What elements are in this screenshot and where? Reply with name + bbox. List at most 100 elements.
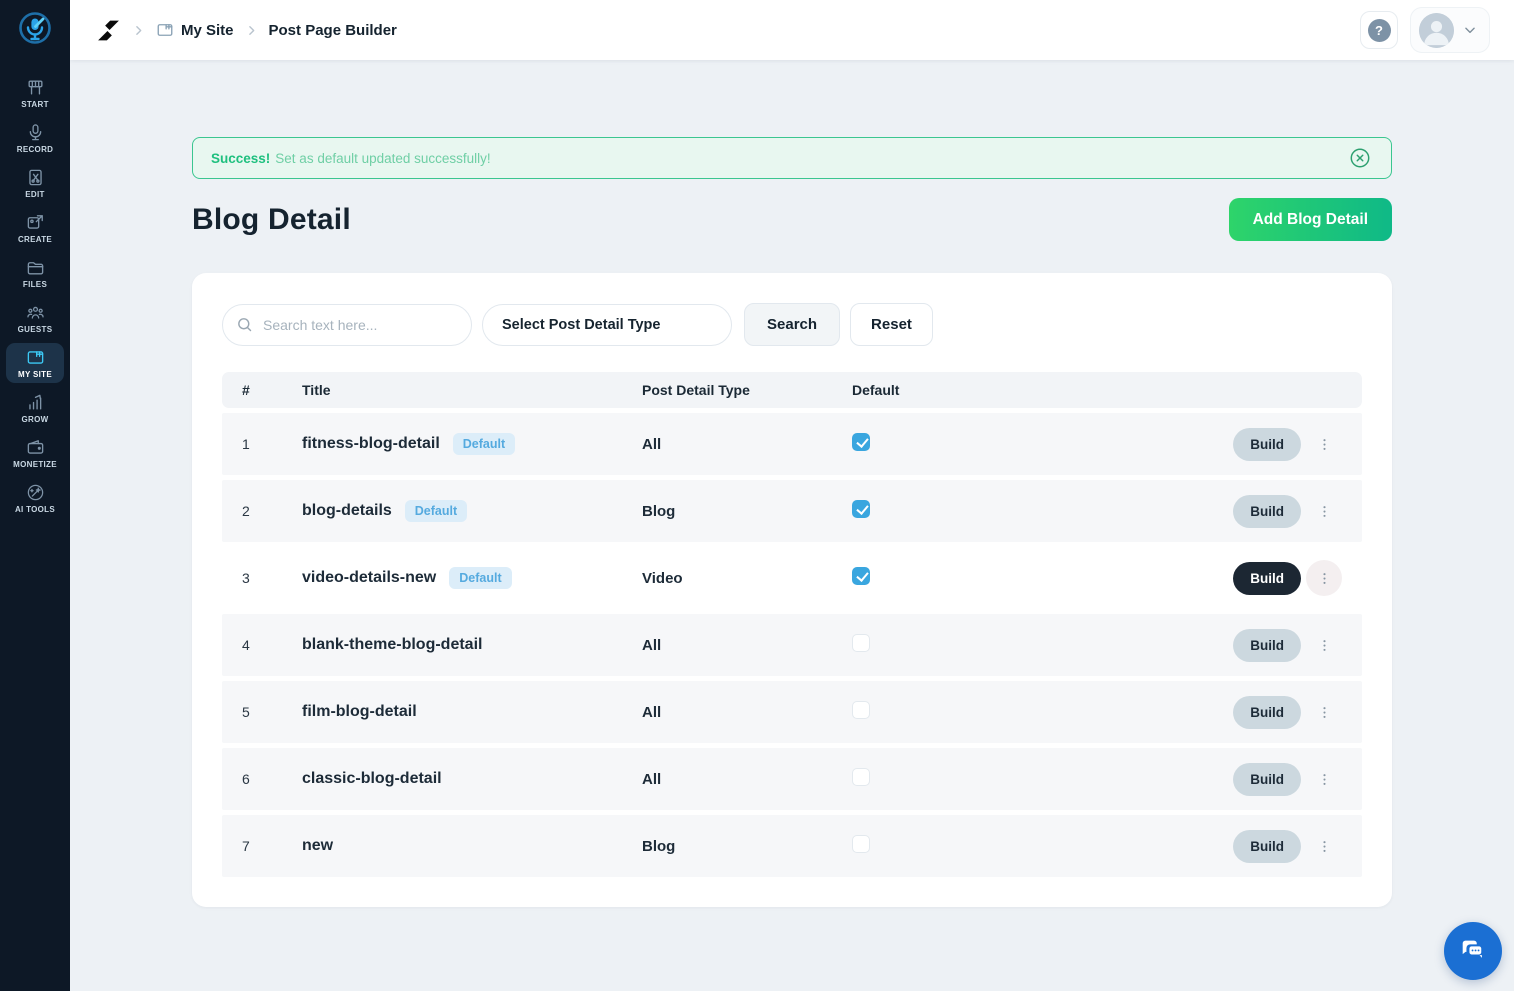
row-post-detail-type: All (642, 436, 852, 453)
sidebar-item-my-site[interactable]: MY SITE (6, 343, 64, 383)
default-badge: Default (453, 433, 515, 455)
build-button[interactable]: Build (1233, 763, 1301, 796)
build-button[interactable]: Build (1233, 495, 1301, 528)
blog-detail-panel: Select Post Detail Type Search Reset # T… (192, 273, 1392, 907)
sidebar: START RECORD EDIT CR (0, 0, 70, 991)
success-alert: Success! Set as default updated successf… (192, 137, 1392, 179)
app-logo[interactable] (0, 0, 70, 60)
chat-widget-button[interactable] (1444, 922, 1502, 980)
sidebar-item-create[interactable]: CREATE (6, 208, 64, 248)
build-button[interactable]: Build (1233, 428, 1301, 461)
row-title: classic-blog-detail (302, 770, 442, 788)
search-button[interactable]: Search (744, 303, 840, 346)
row-post-detail-type: Blog (642, 503, 852, 520)
build-button[interactable]: Build (1233, 696, 1301, 729)
row-title: film-blog-detail (302, 703, 417, 721)
alert-message: Set as default updated successfully! (275, 151, 490, 166)
select-value: Select Post Detail Type (502, 317, 660, 333)
default-checkbox[interactable] (852, 701, 870, 719)
sidebar-item-ai-tools[interactable]: AI TOOLS (6, 478, 64, 518)
sidebar-item-record[interactable]: RECORD (6, 118, 64, 158)
row-index: 2 (242, 503, 302, 519)
alert-title: Success! (211, 151, 270, 166)
kebab-menu-icon[interactable] (1306, 560, 1342, 596)
sidebar-item-guests[interactable]: GUESTS (6, 298, 64, 338)
main-area: Success! Set as default updated successf… (70, 60, 1514, 907)
table-row: 5 film-blog-detail All Build (222, 681, 1362, 743)
sidebar-item-label: START (21, 100, 49, 109)
scenes-icon (26, 78, 45, 97)
build-button[interactable]: Build (1233, 629, 1301, 662)
kebab-menu-icon[interactable] (1306, 627, 1342, 663)
row-index: 1 (242, 436, 302, 452)
sidebar-item-label: MONETIZE (13, 460, 57, 469)
table-row: 2 blog-details Default Blog Build (222, 480, 1362, 542)
table-row: 1 fitness-blog-detail Default All Build (222, 413, 1362, 475)
chevron-down-icon (1463, 23, 1477, 37)
guests-icon (26, 303, 45, 322)
table-header: # Title Post Detail Type Default (222, 372, 1362, 408)
chevron-right-icon (132, 24, 145, 37)
default-checkbox[interactable] (852, 433, 870, 451)
post-detail-type-select[interactable]: Select Post Detail Type (482, 304, 732, 346)
kebab-menu-icon[interactable] (1306, 694, 1342, 730)
row-title: video-details-new (302, 569, 436, 587)
top-header: My Site Post Page Builder ? (70, 0, 1514, 60)
default-checkbox[interactable] (852, 634, 870, 652)
sidebar-item-monetize[interactable]: MONETIZE (6, 433, 64, 473)
column-header-title: Title (302, 382, 642, 398)
create-icon (26, 213, 45, 232)
kebab-menu-icon[interactable] (1306, 828, 1342, 864)
website-icon (26, 348, 45, 367)
row-post-detail-type: Video (642, 570, 852, 587)
default-checkbox[interactable] (852, 835, 870, 853)
row-post-detail-type: All (642, 637, 852, 654)
chat-icon (1458, 934, 1488, 969)
search-field-wrap (222, 304, 472, 346)
row-title: blog-details (302, 502, 392, 520)
build-button[interactable]: Build (1233, 562, 1301, 595)
sidebar-item-label: AI TOOLS (15, 505, 55, 514)
files-icon (26, 258, 45, 277)
kebab-menu-icon[interactable] (1306, 493, 1342, 529)
sidebar-item-grow[interactable]: GROW (6, 388, 64, 428)
search-input[interactable] (222, 304, 472, 346)
header-actions: ? (1360, 7, 1490, 53)
edit-icon (26, 168, 45, 187)
help-button[interactable]: ? (1360, 11, 1398, 49)
breadcrumb-my-site[interactable]: My Site (156, 21, 234, 39)
blog-detail-table: # Title Post Detail Type Default 1 fitne… (222, 372, 1362, 877)
sidebar-item-edit[interactable]: EDIT (6, 163, 64, 203)
page-header: Blog Detail Add Blog Detail (192, 198, 1392, 241)
close-icon[interactable] (1349, 147, 1371, 169)
chevron-right-icon (245, 24, 258, 37)
add-blog-detail-button[interactable]: Add Blog Detail (1229, 198, 1392, 241)
build-button[interactable]: Build (1233, 830, 1301, 863)
microphone-icon (26, 123, 45, 142)
default-checkbox[interactable] (852, 500, 870, 518)
sidebar-item-files[interactable]: FILES (6, 253, 64, 293)
row-post-detail-type: Blog (642, 838, 852, 855)
default-checkbox[interactable] (852, 768, 870, 786)
breadcrumb-logo-icon[interactable] (96, 18, 121, 43)
default-checkbox[interactable] (852, 567, 870, 585)
row-title: new (302, 837, 333, 855)
default-badge: Default (449, 567, 511, 589)
table-row: 4 blank-theme-blog-detail All Build (222, 614, 1362, 676)
row-title: blank-theme-blog-detail (302, 636, 482, 654)
sidebar-item-label: GUESTS (18, 325, 53, 334)
account-menu[interactable] (1410, 7, 1490, 53)
sidebar-item-label: FILES (23, 280, 47, 289)
table-row: 3 video-details-new Default Video Build (222, 547, 1362, 609)
row-index: 6 (242, 771, 302, 787)
window-icon (156, 21, 174, 39)
page-title: Blog Detail (192, 203, 351, 237)
row-index: 4 (242, 637, 302, 653)
breadcrumb-page-label: Post Page Builder (269, 22, 397, 39)
kebab-menu-icon[interactable] (1306, 426, 1342, 462)
sidebar-item-label: MY SITE (18, 370, 52, 379)
reset-button[interactable]: Reset (850, 303, 933, 346)
kebab-menu-icon[interactable] (1306, 761, 1342, 797)
sidebar-item-start[interactable]: START (6, 73, 64, 113)
sidebar-item-label: CREATE (18, 235, 52, 244)
